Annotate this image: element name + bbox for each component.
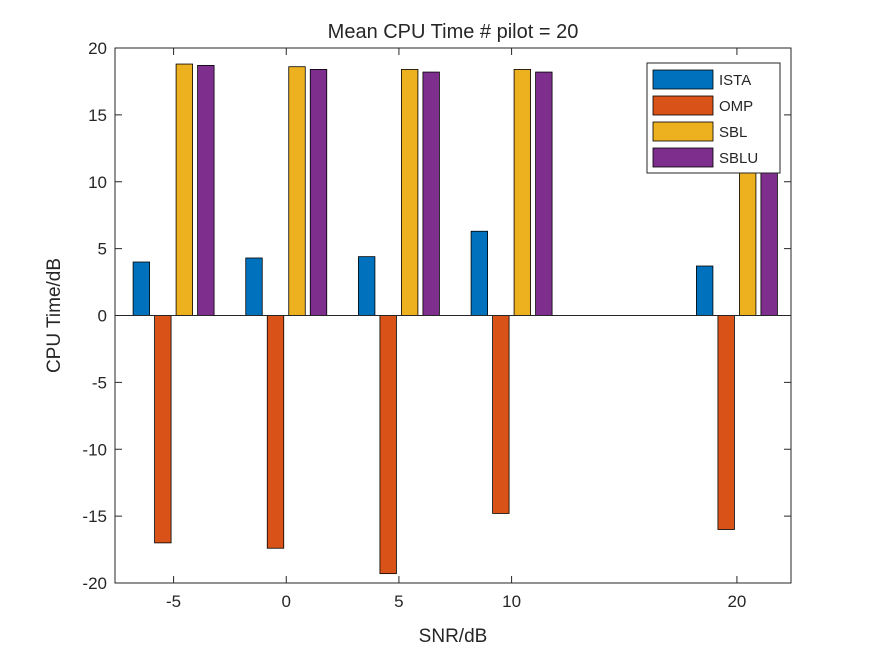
bar-sblu-10 bbox=[535, 71, 553, 316]
bars-layer bbox=[132, 63, 778, 575]
legend: ISTA OMP SBL SBLU bbox=[646, 62, 781, 174]
bar-ista-10 bbox=[470, 230, 488, 316]
y-tick-label: 10 bbox=[88, 173, 107, 192]
y-axis-title: CPU Time/dB bbox=[44, 258, 65, 373]
y-tick-label: -20 bbox=[82, 574, 107, 593]
y-tick-label: 5 bbox=[98, 240, 107, 259]
y-tick-label: 15 bbox=[88, 106, 107, 125]
bar-omp--5 bbox=[154, 315, 172, 544]
bar-ista-20 bbox=[696, 265, 714, 316]
x-axis-title: SNR/dB bbox=[419, 626, 488, 647]
x-tick-label: 5 bbox=[394, 592, 403, 611]
legend-swatch-sblu bbox=[652, 147, 714, 168]
bar-sbl-0 bbox=[288, 66, 306, 316]
bar-sblu-5 bbox=[422, 71, 440, 316]
bar-ista-5 bbox=[358, 256, 376, 316]
bar-omp-5 bbox=[379, 315, 397, 575]
bar-sbl-5 bbox=[401, 69, 419, 316]
y-tick-label: -15 bbox=[82, 507, 107, 526]
x-tick-label: 10 bbox=[502, 592, 521, 611]
plot-frame bbox=[114, 47, 792, 584]
bar-omp-20 bbox=[717, 315, 735, 530]
legend-label-sblu: SBLU bbox=[719, 150, 758, 167]
x-tick-label: 0 bbox=[282, 592, 291, 611]
legend-swatch-sbl bbox=[652, 121, 714, 142]
legend-label-ista: ISTA bbox=[719, 72, 751, 89]
bar-sblu--5 bbox=[197, 64, 215, 316]
x-tick-label: -5 bbox=[166, 592, 181, 611]
y-tick-label: -5 bbox=[92, 373, 107, 392]
legend-label-omp: OMP bbox=[719, 98, 753, 115]
legend-swatch-omp bbox=[652, 95, 714, 116]
bar-sblu-0 bbox=[309, 69, 328, 316]
bar-sbl-10 bbox=[513, 69, 531, 316]
y-tick-label: 20 bbox=[88, 39, 107, 58]
ticks-layer: -20 -15 -10 -5 0 5 10 15 20 -5 0 5 10 20 bbox=[82, 39, 791, 611]
y-tick-label: -10 bbox=[82, 440, 107, 459]
chart-title: Mean CPU Time # pilot = 20 bbox=[328, 21, 579, 43]
bar-omp-0 bbox=[266, 315, 285, 549]
bar-ista--5 bbox=[132, 261, 150, 316]
bar-omp-10 bbox=[492, 315, 510, 514]
y-tick-label: 0 bbox=[98, 307, 107, 326]
x-tick-label: 20 bbox=[727, 592, 746, 611]
bar-sbl--5 bbox=[175, 63, 193, 316]
legend-swatch-ista bbox=[652, 69, 714, 90]
bar-ista-0 bbox=[245, 257, 263, 316]
legend-label-sbl: SBL bbox=[719, 124, 747, 141]
